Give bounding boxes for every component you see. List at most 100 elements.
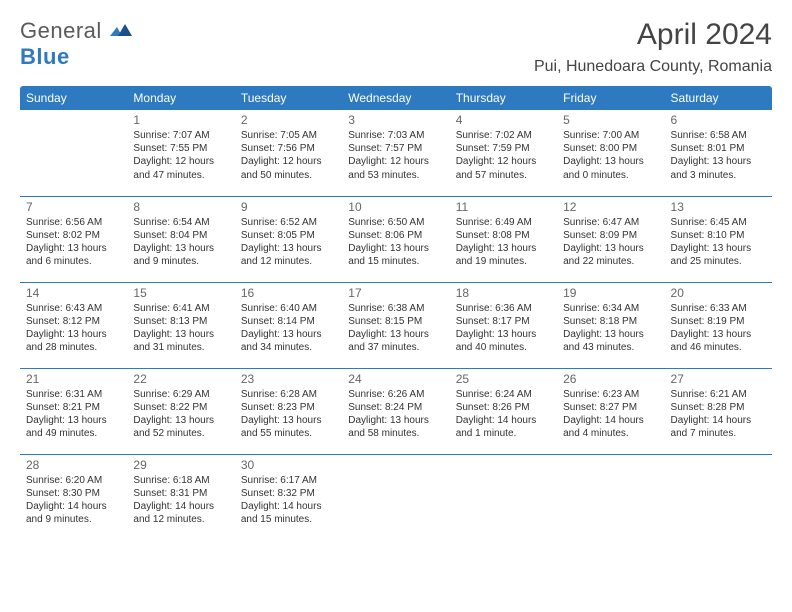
day-info: Sunrise: 6:36 AMSunset: 8:17 PMDaylight:… xyxy=(456,302,551,355)
daylight-line-1: Daylight: 13 hours xyxy=(348,328,443,341)
calendar-day-cell: 18Sunrise: 6:36 AMSunset: 8:17 PMDayligh… xyxy=(450,282,557,368)
day-info: Sunrise: 6:43 AMSunset: 8:12 PMDaylight:… xyxy=(26,302,121,355)
calendar-day-cell xyxy=(557,454,664,540)
sunset-line: Sunset: 7:57 PM xyxy=(348,142,443,155)
day-info: Sunrise: 6:34 AMSunset: 8:18 PMDaylight:… xyxy=(563,302,658,355)
weekday-header: Sunday xyxy=(20,86,127,110)
daylight-line-1: Daylight: 13 hours xyxy=(241,242,336,255)
day-number: 5 xyxy=(563,113,658,127)
daylight-line-2: and 31 minutes. xyxy=(133,341,228,354)
calendar-day-cell: 30Sunrise: 6:17 AMSunset: 8:32 PMDayligh… xyxy=(235,454,342,540)
daylight-line-1: Daylight: 14 hours xyxy=(133,500,228,513)
logo-text-blue: Blue xyxy=(20,44,70,69)
sunrise-line: Sunrise: 6:52 AM xyxy=(241,216,336,229)
calendar-day-cell: 17 Sunrise: 6:38 AMSunset: 8:15 PMDayligh… xyxy=(342,282,449,368)
day-number: 30 xyxy=(241,458,336,472)
day-number: 17 xyxy=(348,286,443,300)
day-info: Sunrise: 6:28 AMSunset: 8:23 PMDaylight:… xyxy=(241,388,336,441)
sunrise-line: Sunrise: 6:56 AM xyxy=(26,216,121,229)
daylight-line-2: and 9 minutes. xyxy=(133,255,228,268)
daylight-line-1: Daylight: 14 hours xyxy=(456,414,551,427)
weekday-header: Saturday xyxy=(665,86,772,110)
daylight-line-2: and 34 minutes. xyxy=(241,341,336,354)
sunset-line: Sunset: 8:15 PM xyxy=(348,315,443,328)
day-number: 28 xyxy=(26,458,121,472)
day-number: 24 xyxy=(348,372,443,386)
sunrise-line: Sunrise: 6:45 AM xyxy=(671,216,766,229)
calendar-table: SundayMondayTuesdayWednesdayThursdayFrid… xyxy=(20,86,772,540)
daylight-line-1: Daylight: 13 hours xyxy=(671,242,766,255)
daylight-line-1: Daylight: 13 hours xyxy=(563,328,658,341)
sunrise-line: Sunrise: 6:23 AM xyxy=(563,388,658,401)
location-title: Pui, Hunedoara County, Romania xyxy=(534,58,772,76)
daylight-line-1: Daylight: 13 hours xyxy=(133,328,228,341)
sunset-line: Sunset: 8:06 PM xyxy=(348,229,443,242)
calendar-day-cell: 19Sunrise: 6:34 AMSunset: 8:18 PMDayligh… xyxy=(557,282,664,368)
day-number: 21 xyxy=(26,372,121,386)
day-number: 27 xyxy=(671,372,766,386)
day-info: Sunrise: 6:24 AMSunset: 8:26 PMDaylight:… xyxy=(456,388,551,441)
day-number: 25 xyxy=(456,372,551,386)
daylight-line-2: and 58 minutes. xyxy=(348,427,443,440)
calendar-day-cell xyxy=(20,110,127,196)
sunset-line: Sunset: 8:14 PM xyxy=(241,315,336,328)
calendar-day-cell: 27 Sunrise: 6:21 AMSunset: 8:28 PMDayligh… xyxy=(665,368,772,454)
daylight-line-1: Daylight: 12 hours xyxy=(456,155,551,168)
calendar-week-row: 14Sunrise: 6:43 AMSunset: 8:12 PMDayligh… xyxy=(20,282,772,368)
daylight-line-2: and 19 minutes. xyxy=(456,255,551,268)
daylight-line-1: Daylight: 13 hours xyxy=(563,155,658,168)
day-info: Sunrise: 7:02 AMSunset: 7:59 PMDaylight:… xyxy=(456,129,551,182)
day-number: 4 xyxy=(456,113,551,127)
day-number: 6 xyxy=(671,113,766,127)
day-info: Sunrise: 6:38 AMSunset: 8:15 PMDaylight:… xyxy=(348,302,443,355)
calendar-day-cell: 5Sunrise: 7:00 AMSunset: 8:00 PMDaylight… xyxy=(557,110,664,196)
calendar-day-cell: 1 Sunrise: 7:07 AMSunset: 7:55 PMDaylight… xyxy=(127,110,234,196)
calendar-day-cell: 16Sunrise: 6:40 AMSunset: 8:14 PMDayligh… xyxy=(235,282,342,368)
sunrise-line: Sunrise: 6:38 AM xyxy=(348,302,443,315)
day-number: 1 xyxy=(133,113,228,127)
sunset-line: Sunset: 8:18 PM xyxy=(563,315,658,328)
daylight-line-2: and 53 minutes. xyxy=(348,169,443,182)
day-info: Sunrise: 6:52 AMSunset: 8:05 PMDaylight:… xyxy=(241,216,336,269)
weekday-header-row: SundayMondayTuesdayWednesdayThursdayFrid… xyxy=(20,86,772,110)
daylight-line-2: and 57 minutes. xyxy=(456,169,551,182)
sunset-line: Sunset: 8:21 PM xyxy=(26,401,121,414)
day-number: 23 xyxy=(241,372,336,386)
sunset-line: Sunset: 8:19 PM xyxy=(671,315,766,328)
header-row: General Blue April 2024 Pui, Hunedoara C… xyxy=(20,18,772,76)
daylight-line-2: and 47 minutes. xyxy=(133,169,228,182)
daylight-line-2: and 7 minutes. xyxy=(671,427,766,440)
calendar-day-cell: 15Sunrise: 6:41 AMSunset: 8:13 PMDayligh… xyxy=(127,282,234,368)
day-number: 11 xyxy=(456,200,551,214)
daylight-line-1: Daylight: 14 hours xyxy=(241,500,336,513)
sunrise-line: Sunrise: 7:03 AM xyxy=(348,129,443,142)
daylight-line-2: and 22 minutes. xyxy=(563,255,658,268)
calendar-day-cell: 20Sunrise: 6:33 AMSunset: 8:19 PMDayligh… xyxy=(665,282,772,368)
daylight-line-1: Daylight: 12 hours xyxy=(133,155,228,168)
weekday-header: Monday xyxy=(127,86,234,110)
day-info: Sunrise: 6:41 AMSunset: 8:13 PMDaylight:… xyxy=(133,302,228,355)
calendar-week-row: 28Sunrise: 6:20 AMSunset: 8:30 PMDayligh… xyxy=(20,454,772,540)
day-info: Sunrise: 6:29 AMSunset: 8:22 PMDaylight:… xyxy=(133,388,228,441)
sunset-line: Sunset: 8:13 PM xyxy=(133,315,228,328)
sunrise-line: Sunrise: 6:20 AM xyxy=(26,474,121,487)
day-number: 3 xyxy=(348,113,443,127)
day-info: Sunrise: 6:45 AMSunset: 8:10 PMDaylight:… xyxy=(671,216,766,269)
sunrise-line: Sunrise: 7:05 AM xyxy=(241,129,336,142)
calendar-day-cell: 21Sunrise: 6:31 AMSunset: 8:21 PMDayligh… xyxy=(20,368,127,454)
daylight-line-1: Daylight: 13 hours xyxy=(133,242,228,255)
daylight-line-1: Daylight: 14 hours xyxy=(26,500,121,513)
day-info: Sunrise: 6:58 AMSunset: 8:01 PMDaylight:… xyxy=(671,129,766,182)
daylight-line-1: Daylight: 13 hours xyxy=(26,414,121,427)
day-number: 2 xyxy=(241,113,336,127)
calendar-day-cell: 26Sunrise: 6:23 AMSunset: 8:27 PMDayligh… xyxy=(557,368,664,454)
day-info: Sunrise: 7:07 AMSunset: 7:55 PMDaylight:… xyxy=(133,129,228,182)
daylight-line-1: Daylight: 13 hours xyxy=(348,414,443,427)
day-info: Sunrise: 6:21 AMSunset: 8:28 PMDaylight:… xyxy=(671,388,766,441)
sunset-line: Sunset: 8:30 PM xyxy=(26,487,121,500)
day-number: 20 xyxy=(671,286,766,300)
day-info: Sunrise: 6:54 AMSunset: 8:04 PMDaylight:… xyxy=(133,216,228,269)
daylight-line-2: and 55 minutes. xyxy=(241,427,336,440)
weekday-header: Thursday xyxy=(450,86,557,110)
daylight-line-2: and 4 minutes. xyxy=(563,427,658,440)
